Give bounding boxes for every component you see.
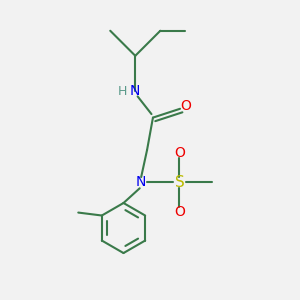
- Text: S: S: [175, 175, 184, 190]
- Text: N: N: [136, 176, 146, 189]
- Text: O: O: [174, 146, 185, 160]
- Text: O: O: [180, 99, 191, 113]
- Text: O: O: [174, 205, 185, 219]
- Text: H: H: [118, 85, 128, 98]
- Text: N: N: [130, 84, 140, 98]
